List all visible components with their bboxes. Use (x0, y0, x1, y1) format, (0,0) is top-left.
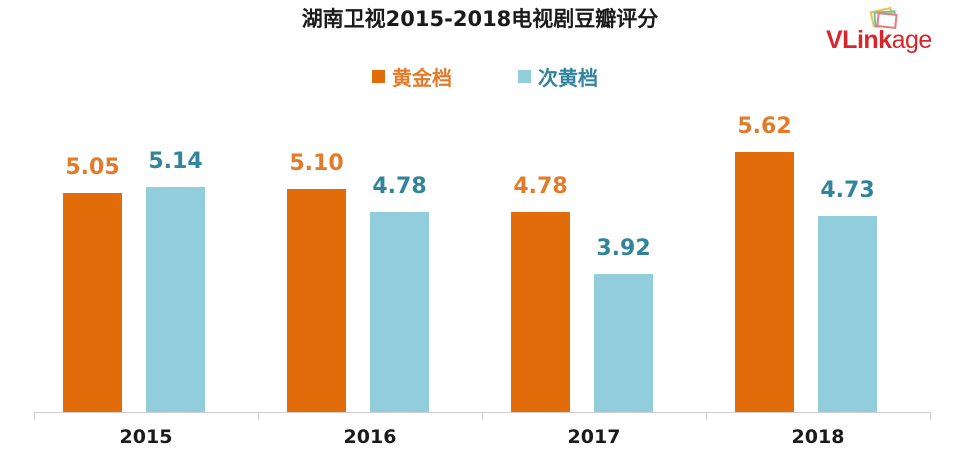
x-axis-label: 2015 (119, 426, 173, 448)
legend-label: 次黄档 (538, 66, 598, 90)
data-label: 5.05 (65, 155, 120, 180)
stacked-cards-icon (869, 6, 898, 30)
bar-2015-golden (63, 193, 122, 412)
data-label: 5.62 (737, 114, 792, 139)
x-axis-label: 2016 (343, 426, 397, 448)
legend-item-golden: 黄金档 (372, 62, 452, 91)
x-axis-tick (706, 412, 707, 420)
x-axis-label: 2018 (791, 426, 845, 448)
bar-2016-secondary (370, 212, 429, 412)
data-label: 4.78 (372, 174, 427, 199)
x-axis-tick (258, 412, 259, 420)
bar-2017-golden (511, 212, 570, 412)
chart-title: 湖南卫视2015-2018电视剧豆瓣评分 (301, 7, 659, 31)
plot-area: 5.05 5.14 5.10 4.78 4.78 3.92 5.62 4.73 (34, 100, 930, 412)
x-axis-tick (930, 412, 931, 420)
data-label: 5.14 (148, 149, 203, 174)
bar-2017-secondary (594, 274, 653, 412)
legend-swatch-secondary (518, 70, 531, 83)
legend-swatch-golden (372, 70, 385, 83)
data-label: 4.73 (820, 178, 875, 203)
legend-label: 黄金档 (392, 66, 452, 90)
logo-text-light: age (891, 26, 933, 54)
x-axis-label: 2017 (567, 426, 621, 448)
data-label: 5.10 (289, 151, 344, 176)
x-axis-tick (34, 412, 35, 420)
legend-item-secondary: 次黄档 (518, 62, 598, 91)
vlinkage-logo: VLinkage (826, 6, 956, 54)
bar-2015-secondary (146, 187, 205, 412)
data-label: 3.92 (596, 236, 651, 261)
x-axis-tick (482, 412, 483, 420)
bar-2018-golden (735, 152, 794, 412)
bar-2016-golden (287, 189, 346, 412)
legend: 黄金档 次黄档 (0, 62, 960, 90)
data-label: 4.78 (513, 174, 568, 199)
logo-text-bold: VLink (826, 26, 892, 54)
bar-2018-secondary (818, 216, 877, 412)
